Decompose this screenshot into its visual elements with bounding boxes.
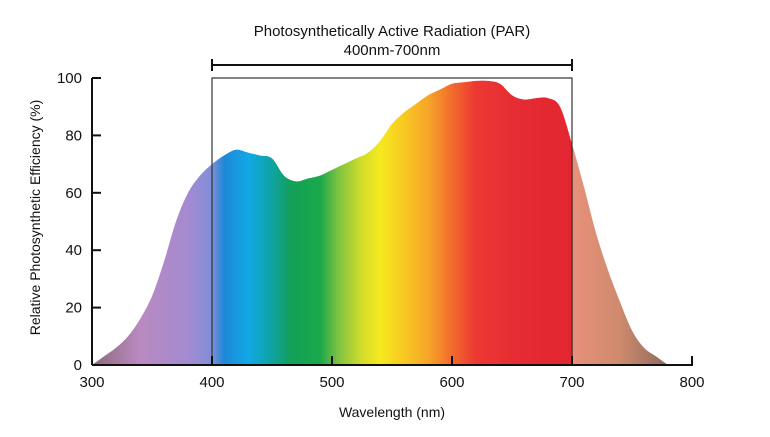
y-tick-label-40: 40 xyxy=(65,242,82,259)
x-tick-label-400: 400 xyxy=(199,374,224,391)
y-tick-label-100: 100 xyxy=(57,70,82,87)
axis-layer: 300 400 500 600 700 800 0 20 40 60 80 100 xyxy=(57,70,705,391)
x-tick-label-500: 500 xyxy=(319,374,344,391)
y-axis-title: Relative Photosynthetic Efficiency (%) xyxy=(27,100,43,336)
x-tick-label-700: 700 xyxy=(559,374,584,391)
x-tick-label-800: 800 xyxy=(679,374,704,391)
x-axis-title: Wavelength (nm) xyxy=(339,404,445,420)
plot-layer xyxy=(92,77,668,366)
x-tick-label-600: 600 xyxy=(439,374,464,391)
par-annotation: Photosynthetically Active Radiation (PAR… xyxy=(211,23,573,71)
par-annotation-range-label: 400nm-700nm xyxy=(344,42,441,59)
y-tick-label-60: 60 xyxy=(65,185,82,202)
y-tick-label-80: 80 xyxy=(65,127,82,144)
spectrum-area xyxy=(92,80,668,366)
par-annotation-label: Photosynthetically Active Radiation (PAR… xyxy=(254,23,531,40)
y-tick-label-20: 20 xyxy=(65,300,82,317)
y-tick-label-0: 0 xyxy=(74,357,82,374)
x-tick-label-300: 300 xyxy=(79,374,104,391)
